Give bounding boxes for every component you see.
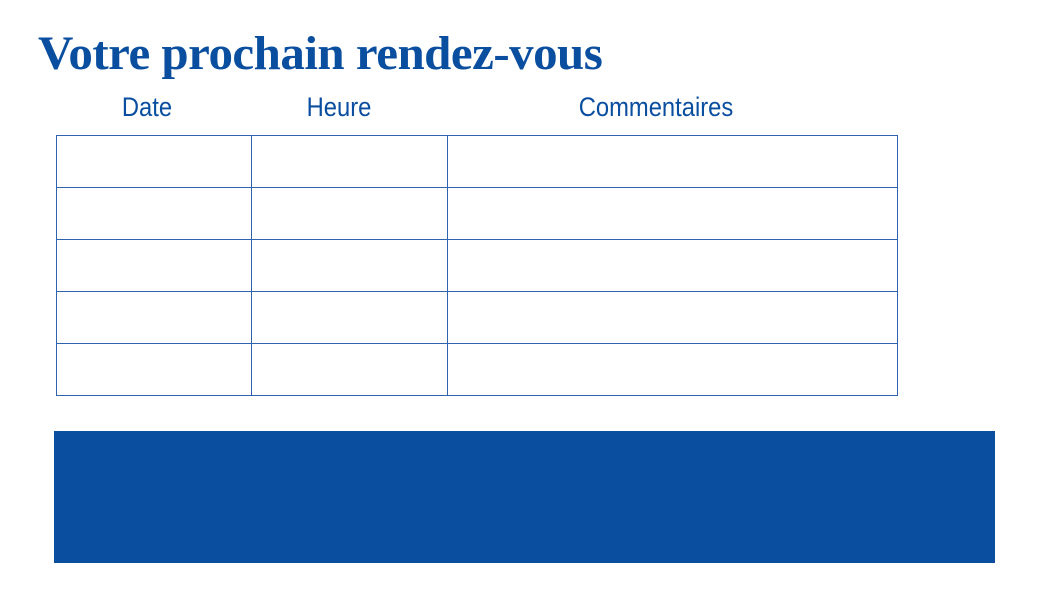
column-header-date: Date (121, 92, 173, 122)
table-cell-commentaires[interactable] (447, 291, 898, 344)
table-cell-date[interactable] (56, 343, 252, 396)
table-cell-heure[interactable] (251, 239, 448, 292)
table-cell-heure[interactable] (251, 291, 448, 344)
table-cell-heure[interactable] (251, 343, 448, 396)
page-title: Votre prochain rendez-vous (38, 27, 603, 80)
table-cell-commentaires[interactable] (447, 343, 898, 396)
table-cell-date[interactable] (56, 187, 252, 240)
blue-banner (54, 431, 995, 563)
column-header-heure: Heure (306, 92, 372, 122)
table-cell-heure[interactable] (251, 135, 448, 188)
table-cell-date[interactable] (56, 291, 252, 344)
table-row (56, 291, 898, 344)
table-row (56, 239, 898, 292)
table-cell-heure[interactable] (251, 187, 448, 240)
table-row (56, 343, 898, 396)
table-cell-date[interactable] (56, 239, 252, 292)
column-header-commentaires: Commentaires (578, 92, 734, 122)
table-cell-commentaires[interactable] (447, 187, 898, 240)
appointment-table (56, 135, 898, 396)
table-row (56, 187, 898, 240)
table-cell-commentaires[interactable] (447, 135, 898, 188)
table-row (56, 135, 898, 188)
table-cell-date[interactable] (56, 135, 252, 188)
table-cell-commentaires[interactable] (447, 239, 898, 292)
